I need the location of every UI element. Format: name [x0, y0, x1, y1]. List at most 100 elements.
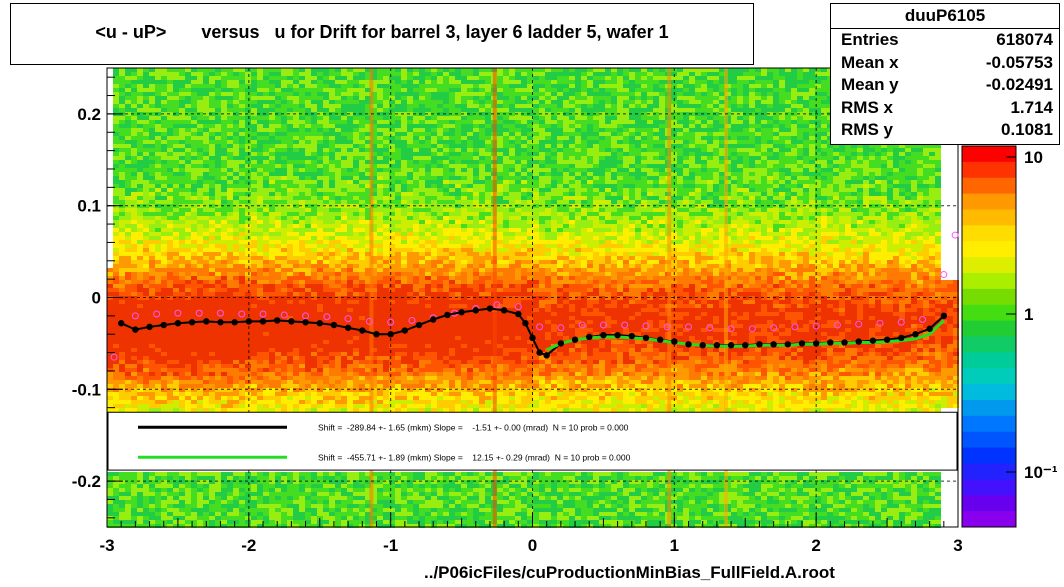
heatmap-cell: [143, 92, 149, 96]
heatmap-cell: [413, 76, 419, 80]
heatmap-cell: [707, 108, 713, 112]
heatmap-cell: [875, 164, 881, 168]
heatmap-cell: [761, 180, 767, 184]
heatmap-cell: [317, 164, 323, 168]
heatmap-cell: [773, 152, 779, 156]
heatmap-cell: [179, 200, 185, 204]
heatmap-cell: [653, 92, 659, 96]
heatmap-cell: [887, 188, 893, 192]
heatmap-cell: [161, 92, 167, 96]
heatmap-cell: [389, 76, 395, 80]
heatmap-cell: [167, 152, 173, 156]
heatmap-cell: [653, 200, 659, 204]
heatmap-cell: [125, 76, 131, 80]
heatmap-cell: [581, 104, 587, 108]
heatmap-cell: [347, 72, 353, 76]
heatmap-cell: [215, 200, 221, 204]
heatmap-cell: [485, 188, 491, 192]
heatmap-cell: [215, 184, 221, 188]
heatmap-cell: [251, 100, 257, 104]
heatmap-cell: [401, 76, 407, 80]
heatmap-cell: [845, 208, 851, 212]
heatmap-cell: [191, 196, 197, 200]
heatmap-cell: [503, 104, 509, 108]
heatmap-cell: [509, 104, 515, 108]
heatmap-cell: [659, 156, 665, 160]
heatmap-cell: [329, 72, 335, 76]
heatmap-cell: [245, 96, 251, 100]
heatmap-cell: [239, 104, 245, 108]
heatmap-cell: [677, 144, 683, 148]
heatmap-cell: [677, 88, 683, 92]
heatmap-cell: [383, 196, 389, 200]
heatmap-cell: [587, 124, 593, 128]
heatmap-cell: [521, 116, 527, 120]
heatmap-cell: [635, 136, 641, 140]
heatmap-cell: [683, 88, 689, 92]
heatmap-cell: [767, 104, 773, 108]
heatmap-cell: [389, 100, 395, 104]
heatmap-cell: [695, 200, 701, 204]
heatmap-cell: [131, 92, 137, 96]
heatmap-cell: [677, 140, 683, 144]
heatmap-cell: [629, 76, 635, 80]
heatmap-cell: [641, 96, 647, 100]
heatmap-cell: [545, 104, 551, 108]
heatmap-cell: [773, 192, 779, 196]
heatmap-cell: [281, 92, 287, 96]
heatmap-cell: [323, 108, 329, 112]
heatmap-cell: [617, 148, 623, 152]
heatmap-cell: [611, 132, 617, 136]
heatmap-cell: [197, 108, 203, 112]
heatmap-cell: [245, 160, 251, 164]
heatmap-cell: [191, 152, 197, 156]
heatmap-cell: [287, 88, 293, 92]
heatmap-cell: [575, 96, 581, 100]
heatmap-cell: [581, 88, 587, 92]
heatmap-cell: [593, 100, 599, 104]
heatmap-cell: [467, 188, 473, 192]
heatmap-cell: [161, 120, 167, 124]
heatmap-cell: [311, 184, 317, 188]
heatmap-cell: [227, 128, 233, 132]
heatmap-cell: [179, 136, 185, 140]
heatmap-cell: [575, 84, 581, 88]
heatmap-cell: [191, 184, 197, 188]
heatmap-cell: [179, 148, 185, 152]
heatmap-cell: [575, 176, 581, 180]
heatmap-cell: [503, 200, 509, 204]
heatmap-cell: [251, 160, 257, 164]
heatmap-cell: [743, 208, 749, 212]
heatmap-cell: [251, 120, 257, 124]
heatmap-cell: [743, 76, 749, 80]
heatmap-cell: [407, 144, 413, 148]
heatmap-cell: [473, 164, 479, 168]
heatmap-cell: [497, 96, 503, 100]
heatmap-cell: [269, 136, 275, 140]
heatmap-cell: [611, 104, 617, 108]
heatmap-cell: [113, 116, 119, 120]
heatmap-cell: [209, 136, 215, 140]
heatmap-cell: [215, 96, 221, 100]
heatmap-cell: [587, 144, 593, 148]
heatmap-cell: [161, 132, 167, 136]
heatmap-cell: [767, 132, 773, 136]
heatmap-cell: [485, 100, 491, 104]
heatmap-cell: [173, 72, 179, 76]
heatmap-cell: [593, 180, 599, 184]
heatmap-cell: [299, 144, 305, 148]
heatmap-cell: [791, 180, 797, 184]
heatmap-cell: [695, 140, 701, 144]
heatmap-cell: [791, 176, 797, 180]
heatmap-cell: [593, 208, 599, 212]
heatmap-cell: [569, 192, 575, 196]
heatmap-cell: [905, 148, 911, 152]
heatmap-cell: [641, 124, 647, 128]
heatmap-cell: [293, 84, 299, 88]
heatmap-cell: [473, 68, 479, 72]
heatmap-cell: [335, 184, 341, 188]
heatmap-cell: [539, 184, 545, 188]
heatmap-cell: [707, 168, 713, 172]
heatmap-cell: [263, 104, 269, 108]
heatmap-cell: [551, 180, 557, 184]
